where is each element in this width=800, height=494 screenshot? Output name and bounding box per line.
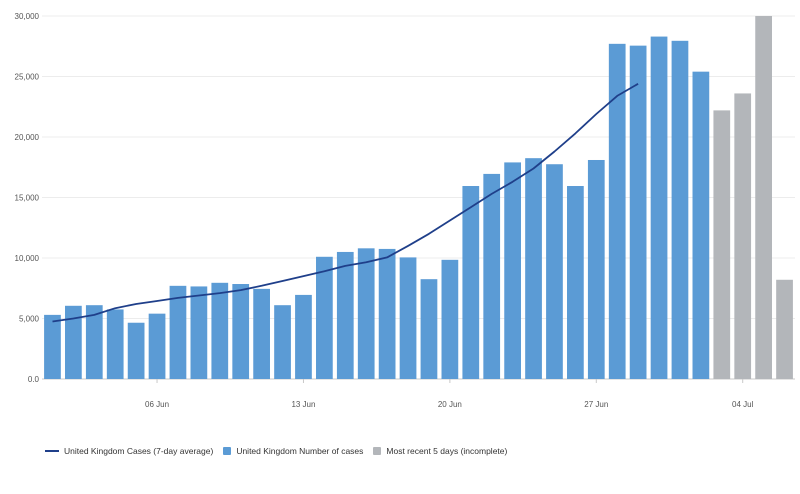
x-tick-label: 04 Jul bbox=[732, 400, 754, 409]
legend-item-incomplete[interactable]: Most recent 5 days (incomplete) bbox=[373, 446, 507, 456]
legend-label-incomplete: Most recent 5 days (incomplete) bbox=[386, 446, 508, 456]
bar-cases[interactable] bbox=[336, 251, 354, 379]
bar-cases[interactable] bbox=[608, 43, 626, 380]
bar-cases[interactable] bbox=[692, 71, 710, 379]
bar-incomplete[interactable] bbox=[776, 279, 793, 379]
legend-incomplete-swatch bbox=[373, 447, 382, 455]
bar-cases[interactable] bbox=[316, 256, 333, 379]
y-tick-label: 15,000 bbox=[15, 194, 40, 203]
bar-cases[interactable] bbox=[253, 288, 270, 379]
bar-cases[interactable] bbox=[567, 186, 584, 379]
x-tick-label: 27 Jun bbox=[584, 400, 608, 409]
bar-cases[interactable] bbox=[525, 158, 542, 379]
legend: United Kingdom Cases (7-day average) Uni… bbox=[45, 446, 507, 456]
y-tick-label: 20,000 bbox=[15, 133, 40, 142]
bar-cases[interactable] bbox=[44, 314, 61, 379]
bar-cases[interactable] bbox=[274, 305, 291, 379]
bar-cases[interactable] bbox=[650, 36, 668, 379]
bar-incomplete[interactable] bbox=[734, 93, 752, 379]
bar-cases[interactable] bbox=[106, 309, 124, 379]
bar-cases[interactable] bbox=[85, 305, 103, 379]
bar-cases[interactable] bbox=[65, 305, 82, 379]
legend-label-average: United Kingdom Cases (7-day average) bbox=[64, 446, 214, 456]
bar-cases[interactable] bbox=[399, 257, 417, 379]
bar-cases[interactable] bbox=[587, 159, 605, 379]
y-tick-label: 25,000 bbox=[15, 73, 40, 82]
bar-cases[interactable] bbox=[357, 248, 375, 379]
bar-cases[interactable] bbox=[441, 259, 459, 379]
y-axis: 0.0 5,000 10,000 15,000 20,000 25,000 30,000 bbox=[15, 12, 40, 384]
bar-cases[interactable] bbox=[232, 284, 250, 379]
y-tick-label: 10,000 bbox=[15, 254, 40, 263]
bar-incomplete[interactable] bbox=[713, 110, 731, 379]
legend-item-cases[interactable]: United Kingdom Number of cases bbox=[223, 446, 363, 456]
y-tick-label: 0.0 bbox=[28, 375, 40, 384]
average-line-path[interactable] bbox=[52, 83, 639, 323]
bar-cases[interactable] bbox=[671, 40, 689, 380]
bars bbox=[44, 16, 793, 380]
legend-label-cases: United Kingdom Number of cases bbox=[236, 446, 364, 456]
x-axis: 06 Jun 13 Jun 20 Jun 27 Jun 04 Jul bbox=[145, 379, 754, 409]
bar-cases[interactable] bbox=[462, 186, 480, 379]
bar-cases[interactable] bbox=[504, 162, 521, 379]
x-tick-label: 06 Jun bbox=[145, 400, 169, 409]
bar-cases[interactable] bbox=[169, 285, 187, 379]
bar-cases[interactable] bbox=[127, 322, 145, 379]
bar-cases[interactable] bbox=[148, 313, 166, 379]
bar-cases[interactable] bbox=[378, 248, 396, 379]
average-line bbox=[52, 83, 639, 323]
bar-cases[interactable] bbox=[483, 173, 501, 379]
bar-cases[interactable] bbox=[190, 286, 208, 379]
legend-line-swatch bbox=[45, 450, 59, 452]
bar-cases[interactable] bbox=[629, 45, 647, 380]
x-tick-label: 20 Jun bbox=[438, 400, 462, 409]
gridlines bbox=[42, 15, 795, 380]
legend-bar-swatch bbox=[223, 447, 232, 455]
legend-item-average[interactable]: United Kingdom Cases (7-day average) bbox=[45, 446, 213, 456]
bar-incomplete[interactable] bbox=[755, 16, 772, 379]
y-tick-label: 30,000 bbox=[15, 12, 40, 21]
bar-cases[interactable] bbox=[295, 294, 312, 379]
y-tick-label: 5,000 bbox=[19, 315, 40, 324]
x-tick-label: 13 Jun bbox=[291, 400, 315, 409]
bar-cases[interactable] bbox=[211, 282, 229, 379]
bar-cases[interactable] bbox=[546, 164, 563, 379]
bar-cases[interactable] bbox=[420, 279, 438, 379]
